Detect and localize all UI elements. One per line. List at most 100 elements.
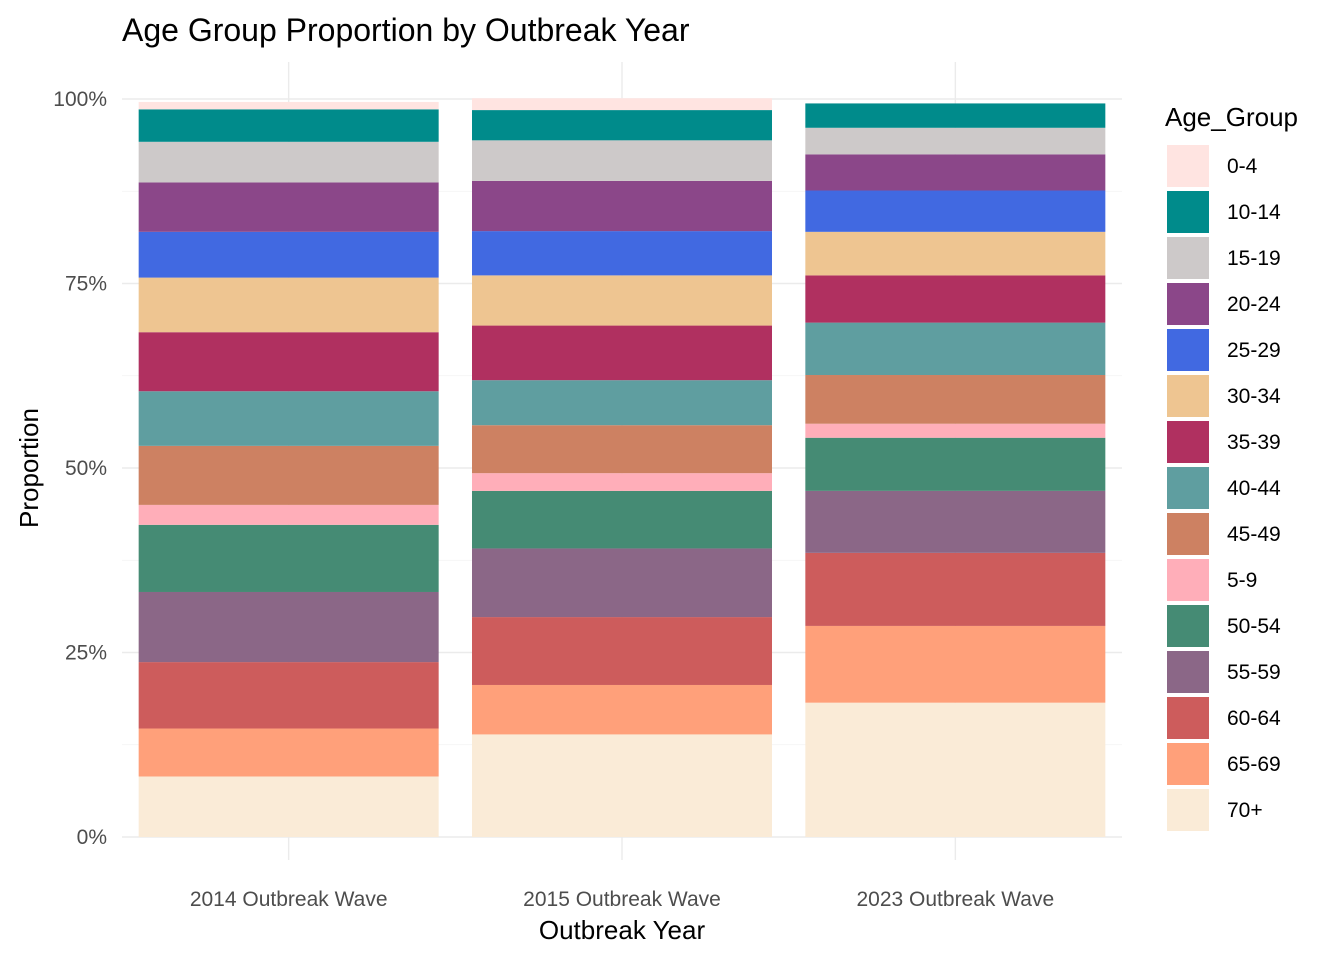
x-tick-label: 2015 Outbreak Wave	[523, 888, 721, 911]
legend-swatch	[1167, 237, 1209, 279]
bar-segment	[138, 101, 439, 110]
legend-item: 65-69	[1167, 743, 1281, 785]
bar-segment	[805, 322, 1106, 376]
bar-segment	[472, 180, 772, 232]
legend-swatch	[1167, 789, 1209, 831]
legend-swatch	[1167, 191, 1209, 233]
legend-item: 50-54	[1167, 605, 1281, 647]
bar-segment	[472, 275, 772, 326]
x-axis-ticks: 2014 Outbreak Wave 2015 Outbreak Wave 2023…	[190, 888, 1054, 911]
bar-segment	[805, 625, 1106, 703]
y-tick-label: 50%	[65, 457, 107, 480]
bar-segment	[472, 617, 772, 685]
bar-segment	[138, 504, 439, 525]
legend-swatch	[1167, 651, 1209, 693]
x-tick-label: 2023 Outbreak Wave	[856, 888, 1054, 911]
bar-segment	[472, 490, 772, 549]
bar-segment	[805, 154, 1106, 191]
legend-swatch	[1167, 283, 1209, 325]
bar-segment	[805, 127, 1106, 155]
y-axis-ticks: 0% 25% 50% 75% 100%	[53, 88, 107, 849]
legend-swatch	[1167, 697, 1209, 739]
legend-swatch	[1167, 467, 1209, 509]
bar-segment	[472, 425, 772, 474]
legend-item: 40-44	[1167, 467, 1281, 509]
bar-segment	[138, 662, 439, 729]
legend-item: 55-59	[1167, 651, 1281, 693]
bar-segment	[138, 391, 439, 446]
bar-segment	[805, 275, 1106, 323]
chart-title: Age Group Proportion by Outbreak Year	[122, 12, 690, 48]
legend-label: 35-39	[1227, 431, 1281, 454]
y-axis-title: Proportion	[14, 408, 44, 528]
legend-label: 65-69	[1227, 753, 1281, 776]
legend-swatch	[1167, 329, 1209, 371]
legend-item: 70+	[1167, 789, 1263, 831]
legend-label: 60-64	[1227, 707, 1281, 730]
legend-label: 45-49	[1227, 523, 1281, 546]
legend-label: 25-29	[1227, 339, 1281, 362]
y-tick-label: 75%	[65, 273, 107, 296]
legend-label: 40-44	[1227, 477, 1281, 500]
bar-segment	[472, 98, 772, 111]
bar-segment	[805, 490, 1106, 553]
bar-segment	[472, 473, 772, 491]
x-axis-title: Outbreak Year	[539, 915, 706, 945]
bar-segment	[805, 437, 1106, 491]
y-tick-label: 100%	[53, 88, 107, 111]
bar-segment	[472, 380, 772, 426]
bar-segment	[138, 182, 439, 232]
legend-swatch	[1167, 559, 1209, 601]
legend-label: 55-59	[1227, 661, 1281, 684]
bars	[138, 98, 1106, 837]
legend-item: 10-14	[1167, 191, 1281, 233]
x-tick-label: 2014 Outbreak Wave	[190, 888, 388, 911]
bar-segment	[805, 190, 1106, 232]
legend-swatch	[1167, 375, 1209, 417]
bar-segment	[138, 591, 439, 663]
legend-item: 30-34	[1167, 375, 1281, 417]
bar-segment	[805, 375, 1106, 424]
bar-segment	[805, 552, 1106, 626]
bar-segment	[138, 109, 439, 142]
legend-swatch	[1167, 743, 1209, 785]
legend-label: 0-4	[1227, 155, 1258, 178]
bar-segment	[472, 140, 772, 181]
legend-items: 0-4 10-14 15-19 20-24 25-29 30-34 35-39 40-44 45…	[1167, 145, 1281, 831]
bar-segment	[472, 734, 772, 837]
legend-label: 70+	[1227, 799, 1263, 822]
bar-segment	[472, 325, 772, 381]
legend-label: 20-24	[1227, 293, 1281, 316]
legend-label: 15-19	[1227, 247, 1281, 270]
legend-title: Age_Group	[1165, 102, 1298, 132]
legend-item: 5-9	[1167, 559, 1257, 601]
bar-segment	[138, 231, 439, 278]
legend-swatch	[1167, 605, 1209, 647]
bar-segment	[138, 728, 439, 777]
legend-item: 45-49	[1167, 513, 1281, 555]
bar-segment	[472, 684, 772, 735]
bar-segment	[138, 332, 439, 392]
bar-segment	[138, 277, 439, 333]
bar-segment	[138, 524, 439, 592]
bar-segment	[138, 776, 439, 837]
bar-segment	[805, 231, 1106, 276]
bar-segment	[472, 231, 772, 276]
legend-label: 10-14	[1227, 201, 1281, 224]
legend-label: 5-9	[1227, 569, 1257, 592]
legend-item: 35-39	[1167, 421, 1281, 463]
bar-segment	[472, 548, 772, 618]
legend-item: 60-64	[1167, 697, 1281, 739]
bar-segment	[138, 141, 439, 183]
bar-segment	[472, 110, 772, 141]
legend-item: 25-29	[1167, 329, 1281, 371]
bar-segment	[805, 702, 1106, 837]
y-tick-label: 0%	[77, 826, 107, 849]
legend-label: 50-54	[1227, 615, 1281, 638]
legend-item: 20-24	[1167, 283, 1281, 325]
legend-item: 0-4	[1167, 145, 1258, 187]
legend-label: 30-34	[1227, 385, 1281, 408]
legend-swatch	[1167, 421, 1209, 463]
bar-segment	[805, 423, 1106, 438]
